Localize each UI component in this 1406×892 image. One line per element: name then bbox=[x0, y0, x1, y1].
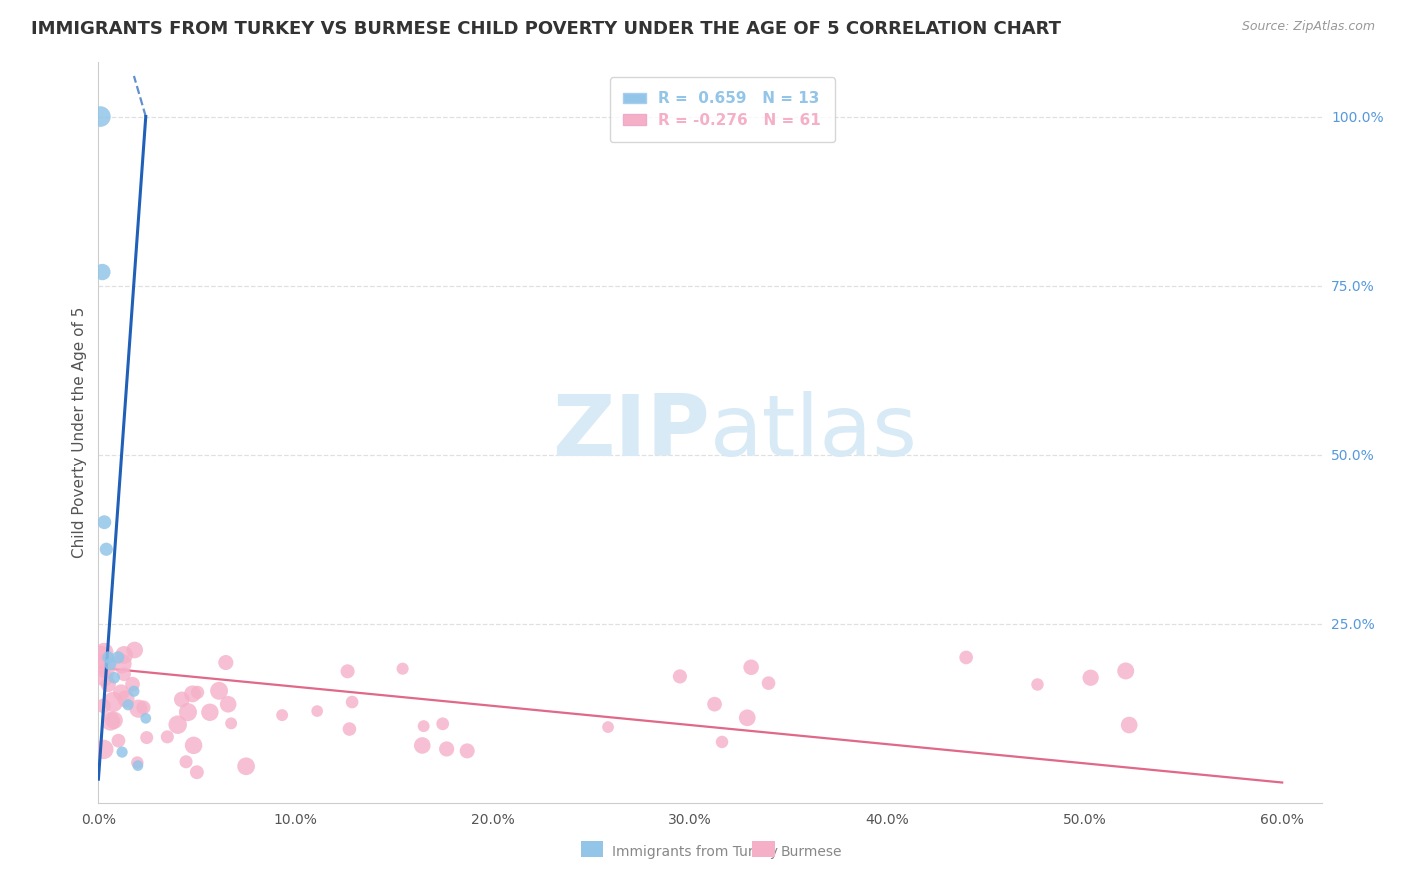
Legend: R =  0.659   N = 13, R = -0.276   N = 61: R = 0.659 N = 13, R = -0.276 N = 61 bbox=[610, 78, 835, 142]
Point bbox=[740, 660, 762, 674]
Point bbox=[336, 665, 359, 679]
Point bbox=[103, 714, 125, 728]
Point bbox=[711, 735, 734, 749]
Point bbox=[91, 657, 114, 672]
Point bbox=[124, 643, 146, 657]
Point bbox=[122, 684, 145, 698]
Point bbox=[93, 671, 115, 685]
Point bbox=[100, 714, 122, 728]
Point bbox=[127, 758, 149, 772]
Point bbox=[135, 711, 157, 725]
Point bbox=[156, 730, 179, 744]
Point bbox=[1026, 677, 1049, 691]
Point bbox=[219, 716, 242, 731]
Text: Immigrants from Turkey: Immigrants from Turkey bbox=[612, 845, 778, 859]
Text: atlas: atlas bbox=[710, 391, 918, 475]
Point bbox=[186, 765, 208, 780]
Point bbox=[340, 695, 363, 709]
Point bbox=[432, 716, 454, 731]
Point bbox=[1080, 671, 1102, 685]
Point bbox=[107, 733, 129, 747]
Point bbox=[215, 656, 238, 670]
Point bbox=[596, 720, 619, 734]
Point bbox=[412, 719, 434, 733]
Point bbox=[135, 731, 157, 745]
Point bbox=[703, 697, 725, 711]
Point bbox=[97, 677, 120, 691]
Point bbox=[735, 711, 758, 725]
Point bbox=[456, 744, 478, 758]
Point bbox=[112, 667, 135, 681]
Point bbox=[391, 662, 413, 676]
Point bbox=[271, 708, 294, 723]
Point bbox=[111, 745, 134, 759]
Point bbox=[89, 110, 111, 124]
Point bbox=[1115, 664, 1137, 678]
Text: Source: ZipAtlas.com: Source: ZipAtlas.com bbox=[1241, 20, 1375, 33]
Point bbox=[307, 704, 329, 718]
Point bbox=[98, 657, 121, 672]
Point bbox=[91, 265, 114, 279]
Point bbox=[758, 676, 780, 690]
Point bbox=[117, 698, 139, 712]
Point bbox=[96, 542, 118, 557]
Point bbox=[198, 706, 221, 720]
Text: ZIP: ZIP bbox=[553, 391, 710, 475]
Point bbox=[132, 700, 155, 714]
Point bbox=[110, 685, 132, 699]
Point bbox=[955, 650, 977, 665]
Point bbox=[181, 687, 204, 701]
Point bbox=[93, 698, 115, 713]
Point bbox=[93, 515, 115, 529]
Point bbox=[101, 695, 124, 709]
Point bbox=[89, 650, 111, 665]
Point bbox=[115, 691, 138, 706]
Point bbox=[127, 756, 149, 770]
Point bbox=[217, 698, 239, 712]
Point bbox=[1118, 718, 1140, 732]
Point bbox=[107, 650, 129, 665]
Point bbox=[669, 669, 692, 683]
Point bbox=[93, 742, 115, 756]
Point bbox=[411, 739, 433, 753]
Point bbox=[112, 648, 135, 662]
Point bbox=[127, 701, 149, 715]
Text: Burmese: Burmese bbox=[780, 845, 842, 859]
Point bbox=[187, 685, 209, 699]
Point bbox=[97, 650, 120, 665]
Point bbox=[96, 664, 118, 678]
Point bbox=[177, 705, 200, 719]
Y-axis label: Child Poverty Under the Age of 5: Child Poverty Under the Age of 5 bbox=[72, 307, 87, 558]
Point bbox=[339, 722, 361, 736]
Point bbox=[103, 671, 125, 685]
Point bbox=[121, 677, 143, 691]
Point bbox=[208, 683, 231, 698]
Point bbox=[170, 692, 193, 706]
Point bbox=[235, 759, 257, 773]
Point bbox=[183, 739, 205, 753]
Point bbox=[174, 755, 197, 769]
Point bbox=[436, 742, 458, 756]
Point bbox=[93, 645, 115, 659]
Point bbox=[111, 657, 134, 671]
Text: IMMIGRANTS FROM TURKEY VS BURMESE CHILD POVERTY UNDER THE AGE OF 5 CORRELATION C: IMMIGRANTS FROM TURKEY VS BURMESE CHILD … bbox=[31, 20, 1062, 37]
Point bbox=[166, 717, 188, 731]
